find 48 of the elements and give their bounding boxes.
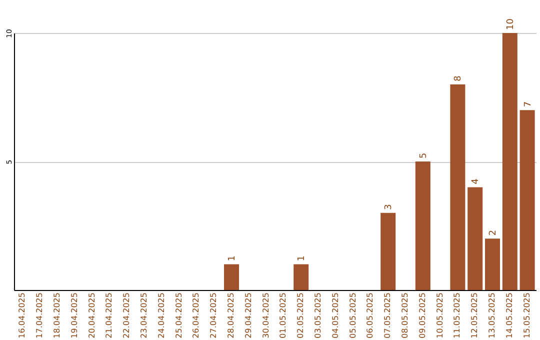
data-label: 5 <box>418 152 429 158</box>
x-tick-label: 08.05.2025 <box>400 292 410 338</box>
bar <box>520 110 535 290</box>
x-tick-label: 20.04.2025 <box>87 292 96 338</box>
data-label: 2 <box>488 230 498 236</box>
bar <box>415 162 430 290</box>
x-tick-label: 26.04.2025 <box>192 292 201 338</box>
data-label: 1 <box>228 256 238 262</box>
data-label: 4 <box>471 178 482 184</box>
x-tick-label: 04.05.2025 <box>330 292 340 338</box>
x-tick-label: 11.05.2025 <box>452 292 462 338</box>
x-tick-label: 28.04.2025 <box>226 292 236 338</box>
x-tick-label: 02.05.2025 <box>296 292 306 338</box>
x-tick-label: 03.05.2025 <box>314 292 322 338</box>
x-tick-label: 15.05.2025 <box>522 292 532 338</box>
x-tick-label: 05.05.2025 <box>348 292 358 338</box>
bar <box>450 84 466 290</box>
x-tick-label: 23.04.2025 <box>140 292 148 338</box>
data-label: 7 <box>523 101 534 108</box>
x-tick-label: 01.05.2025 <box>278 292 288 338</box>
x-tick-label: 16.04.2025 <box>18 292 27 338</box>
x-tick-label: 21.04.2025 <box>104 292 114 338</box>
x-tick-label: 13.05.2025 <box>488 292 496 338</box>
x-tick-label: 10.05.2025 <box>435 292 444 338</box>
x-tick-label: 25.04.2025 <box>174 292 184 338</box>
x-tick-label: 06.05.2025 <box>366 292 375 338</box>
data-label: 1 <box>297 256 308 262</box>
x-tick-label: 18.04.2025 <box>52 292 62 338</box>
x-tick-label: 24.04.2025 <box>156 292 166 338</box>
bar <box>380 212 396 290</box>
x-tick-label: 29.04.2025 <box>244 292 253 338</box>
x-tick-label: 07.05.2025 <box>383 292 392 338</box>
bar <box>502 33 518 290</box>
bar <box>468 187 483 290</box>
x-tick-label: 22.04.2025 <box>122 292 132 338</box>
data-label: 10 <box>506 18 516 30</box>
x-tick-label: 09.05.2025 <box>418 292 427 338</box>
x-tick-label: 17.04.2025 <box>35 292 44 338</box>
x-tick-label: 12.05.2025 <box>470 292 480 338</box>
data-label: 3 <box>384 204 394 210</box>
x-tick-label: 27.04.2025 <box>209 292 218 338</box>
data-label: 8 <box>454 75 464 82</box>
bar <box>224 264 239 290</box>
bar <box>485 238 500 290</box>
bar <box>294 264 309 290</box>
x-tick-label: 19.04.2025 <box>70 292 79 338</box>
x-tick-label: 30.04.2025 <box>261 292 270 338</box>
x-tick-label: 14.05.2025 <box>504 292 514 338</box>
